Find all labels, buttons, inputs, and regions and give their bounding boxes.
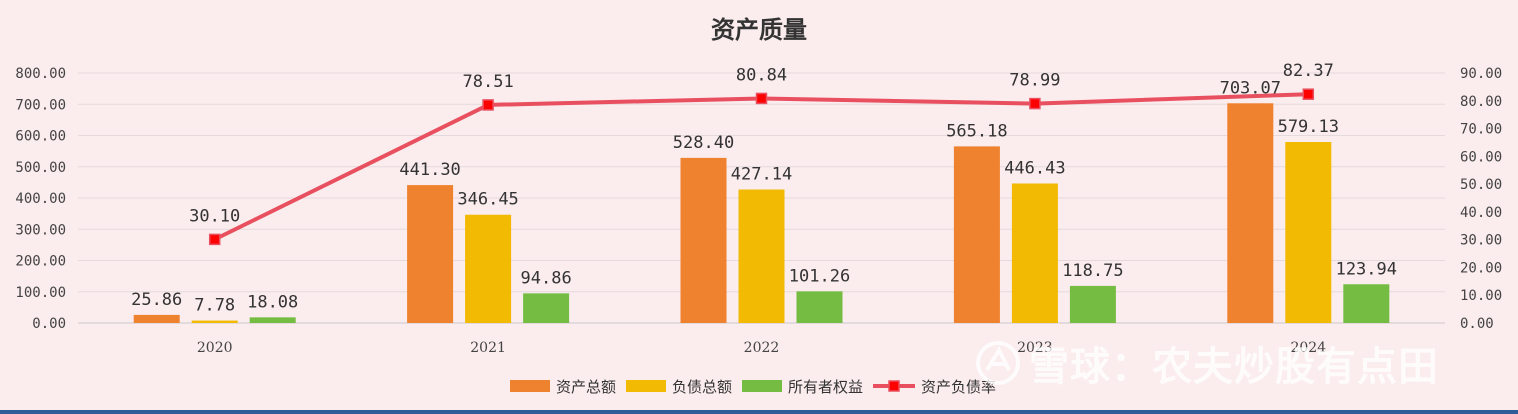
label-layer: 25.86 441.30 528.40 565.18 703.07 7.78 346.45 4… (131, 61, 1397, 315)
bar (680, 157, 727, 323)
x-tick-label: 2024 (1290, 340, 1326, 356)
y-left-tick-label: 600.00 (15, 129, 66, 145)
legend-label: 资产负债率 (921, 378, 996, 396)
y-left-tick-label: 100.00 (15, 285, 66, 301)
bar (465, 214, 512, 323)
bar (1343, 284, 1390, 323)
bar (523, 293, 570, 323)
data-label: 78.51 (463, 72, 514, 92)
data-label: 446.43 (1004, 158, 1065, 178)
x-tick-label: 2021 (470, 340, 506, 356)
line-marker (1302, 88, 1315, 100)
data-label: 18.08 (247, 292, 298, 312)
bottom-border (0, 410, 1518, 414)
data-label: 579.13 (1278, 117, 1339, 137)
y-right-tick-label: 40.00 (1460, 205, 1502, 221)
bar (1285, 142, 1332, 323)
y-right-tick-label: 90.00 (1460, 66, 1502, 82)
data-label: 528.40 (673, 133, 734, 153)
legend: 资产总额 负债总额 所有者权益 资产负债率 (510, 378, 996, 396)
chart-title: 资产质量 (711, 15, 807, 44)
data-label: 30.10 (189, 206, 240, 226)
y-right-tick-label: 50.00 (1460, 177, 1502, 193)
data-label: 78.99 (1009, 71, 1060, 91)
bar (738, 189, 785, 323)
bar (133, 314, 180, 323)
bar (953, 146, 1000, 323)
data-label: 346.45 (457, 190, 518, 210)
bar (1011, 183, 1058, 323)
legend-label: 资产总额 (556, 378, 616, 396)
y-right-tick-label: 60.00 (1460, 149, 1502, 165)
data-label: 80.84 (736, 65, 787, 85)
data-label: 94.86 (521, 268, 572, 288)
y-right-tick-label: 10.00 (1460, 288, 1502, 304)
legend-swatch (626, 380, 666, 392)
y-right-tick-label: 20.00 (1460, 260, 1502, 276)
data-label: 123.94 (1336, 259, 1397, 279)
data-label: 82.37 (1283, 61, 1334, 81)
line-layer (208, 88, 1315, 246)
snowball-logo-icon (976, 341, 1020, 385)
data-label: 118.75 (1062, 261, 1123, 281)
bar (407, 185, 454, 323)
y-left-tick-label: 200.00 (15, 254, 66, 270)
watermark-text: 雪球：农夫炒股有点田 (1029, 344, 1439, 390)
y-right-tick-label: 80.00 (1460, 94, 1502, 110)
y-left-tick-label: 800.00 (15, 66, 66, 82)
bar (249, 317, 296, 323)
line-marker (482, 99, 494, 111)
legend-swatch-marker (888, 380, 900, 392)
data-label: 427.14 (731, 165, 792, 185)
data-label: 101.26 (789, 266, 850, 286)
bar (796, 291, 843, 323)
axis-layer: 0.00 100.00 200.00 300.00 400.00 500.00 600.00… (15, 66, 1502, 356)
y-left-tick-label: 500.00 (15, 160, 66, 176)
legend-label: 所有者权益 (788, 378, 863, 396)
bar (1069, 285, 1116, 323)
line-marker (755, 92, 768, 105)
legend-swatch (742, 380, 782, 392)
data-label: 703.07 (1220, 78, 1281, 98)
y-left-tick-label: 0.00 (32, 316, 66, 332)
data-label: 441.30 (399, 160, 460, 180)
bar (191, 320, 238, 323)
line-marker (208, 233, 221, 246)
y-left-tick-label: 300.00 (15, 222, 66, 238)
x-tick-label: 2020 (197, 340, 233, 356)
watermark: 雪球：农夫炒股有点田 (975, 338, 1439, 390)
y-right-tick-label: 70.00 (1460, 122, 1502, 138)
x-tick-label: 2023 (1017, 340, 1053, 356)
y-left-tick-label: 700.00 (15, 97, 66, 113)
bar-layer (133, 103, 1390, 324)
line-marker (1029, 97, 1041, 110)
y-right-tick-label: 0.00 (1460, 316, 1494, 332)
data-label: 25.86 (131, 290, 182, 310)
data-label: 565.18 (946, 121, 1007, 141)
data-label: 7.78 (194, 296, 235, 316)
legend-label: 负债总额 (672, 378, 732, 396)
y-right-tick-label: 30.00 (1460, 233, 1502, 249)
y-left-tick-label: 400.00 (15, 191, 66, 207)
legend-swatch (510, 380, 550, 392)
x-tick-label: 2022 (744, 340, 780, 356)
bar (1227, 103, 1274, 324)
